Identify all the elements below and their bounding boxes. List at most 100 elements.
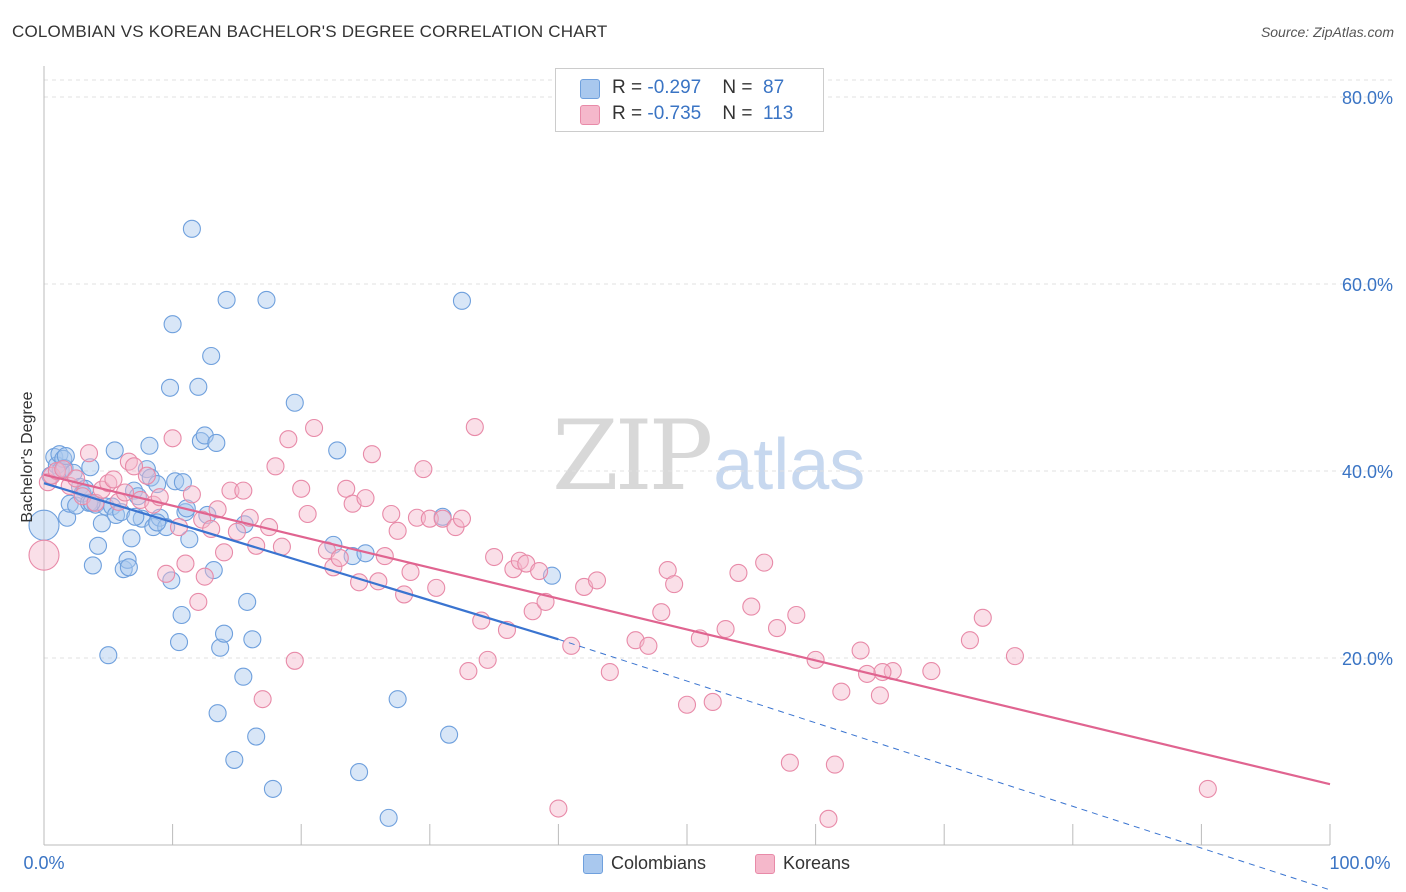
y-tick-label: 20.0%: [1342, 649, 1393, 669]
koreans-point: [337, 479, 356, 498]
koreans-point: [452, 509, 472, 528]
koreans-point: [266, 457, 285, 476]
koreans-point: [755, 553, 774, 572]
koreans-point: [427, 578, 446, 597]
colombians-point: [247, 727, 266, 746]
watermark-zip: ZIP: [552, 400, 713, 512]
bottom-legend-swatch-colombians: [583, 854, 603, 874]
colombians-point: [83, 556, 102, 575]
koreans-point: [189, 592, 208, 611]
koreans-point: [530, 561, 549, 581]
koreans-point: [536, 592, 555, 611]
koreans-point: [729, 563, 748, 582]
koreans-point: [780, 753, 799, 772]
colombians-point: [388, 690, 407, 709]
colombians-point: [118, 550, 137, 569]
colombians-point: [180, 530, 199, 549]
colombians-point: [88, 536, 108, 555]
colombians-point: [105, 441, 124, 460]
koreans-point: [870, 686, 889, 705]
colombians-point: [160, 378, 180, 397]
legend-n-value: 113: [763, 103, 794, 124]
y-tick-label: 40.0%: [1342, 462, 1393, 482]
koreans-point: [562, 636, 581, 655]
koreans-point: [234, 481, 253, 500]
koreans-point: [973, 608, 992, 627]
koreans-point: [1198, 779, 1217, 798]
koreans-point: [292, 479, 311, 498]
koreans-point: [79, 444, 99, 463]
legend-r-value: -0.735: [647, 103, 702, 124]
koreans-point: [124, 457, 144, 476]
koreans-point: [703, 692, 722, 711]
koreans-point: [176, 554, 195, 573]
koreans-point: [587, 571, 607, 590]
colombians-point: [328, 441, 347, 460]
colombians-point: [207, 433, 226, 453]
koreans-point: [549, 799, 568, 818]
legend-r-label: R =: [612, 103, 648, 124]
koreans-point: [362, 445, 381, 464]
koreans-point: [639, 636, 658, 655]
colombians-point: [189, 377, 208, 396]
watermark: ZIPatlas: [552, 400, 865, 512]
koreans-point: [767, 619, 787, 638]
colombians-point: [350, 763, 369, 782]
colombians-point: [379, 808, 398, 827]
koreans-point: [279, 430, 298, 449]
koreans-point: [182, 485, 201, 504]
colombians-point: [243, 630, 262, 649]
koreans-point: [157, 564, 176, 583]
legend-swatch-koreans: [580, 105, 600, 125]
colombians-point: [122, 529, 141, 548]
koreans-point: [382, 504, 401, 524]
koreans-point: [742, 597, 761, 616]
koreans-point: [137, 466, 156, 485]
koreans-point: [253, 690, 272, 709]
colombians-point: [440, 725, 459, 744]
colombians-point: [172, 605, 191, 625]
colombians-point: [263, 779, 282, 798]
koreans-point: [523, 602, 542, 621]
colombians-trend-line: [43, 482, 559, 641]
legend: R = -0.297 N = 87 R = -0.735 N = 113: [555, 68, 824, 132]
koreans-point: [851, 641, 870, 660]
colombians-point: [214, 624, 234, 643]
y-axis-label: Bachelor's Degree: [19, 391, 36, 523]
chart-title: COLOMBIAN VS KOREAN BACHELOR'S DEGREE CO…: [12, 22, 608, 41]
koreans-point: [240, 508, 259, 527]
colombians-point: [217, 290, 236, 309]
y-tick-label: 60.0%: [1342, 275, 1393, 295]
koreans-point: [716, 619, 735, 639]
watermark-atlas: atlas: [713, 425, 866, 505]
koreans-point: [465, 418, 484, 437]
legend-swatch-colombians: [580, 79, 600, 99]
koreans-point: [478, 650, 497, 669]
legend-n-label: N =: [722, 77, 758, 98]
bottom-legend-swatch-koreans: [755, 854, 775, 874]
koreans-point: [459, 662, 478, 681]
koreans-point: [485, 547, 504, 567]
colombians-point: [182, 219, 201, 238]
colombians-point: [169, 633, 189, 652]
colombians-point: [208, 704, 227, 723]
colombians-point: [163, 315, 182, 334]
koreans-point: [104, 470, 123, 489]
colombians-point: [173, 473, 192, 492]
colombians-point: [225, 750, 244, 769]
koreans-point: [960, 631, 979, 650]
colombians-point: [238, 592, 257, 611]
koreans-point: [305, 418, 324, 438]
colombians-point: [211, 638, 230, 657]
bottom-legend-label: Colombians: [611, 853, 707, 873]
colombians-point: [166, 472, 185, 491]
colombians-point: [285, 393, 304, 412]
koreans-point: [47, 461, 66, 481]
legend-r-label: R =: [612, 77, 648, 98]
colombians-point: [92, 514, 111, 533]
colombians-point: [119, 558, 138, 577]
koreans-point: [825, 755, 844, 774]
koreans-point: [208, 500, 227, 519]
bottom-legend-label: Koreans: [783, 853, 851, 873]
